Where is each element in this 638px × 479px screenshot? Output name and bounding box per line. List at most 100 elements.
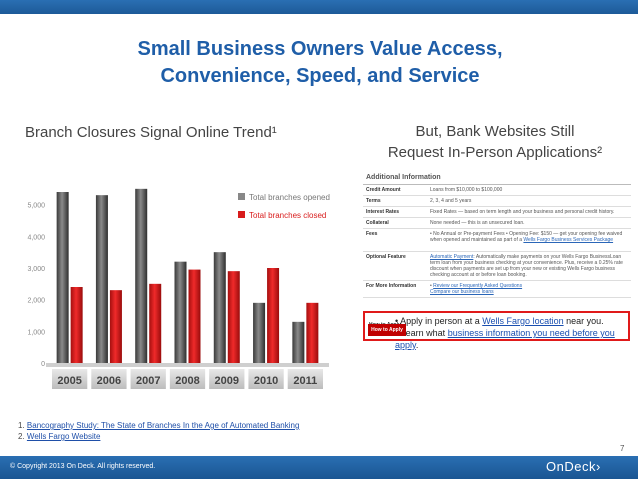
- apply-line-1: • Apply in person at a Wells Fargo locat…: [395, 315, 628, 327]
- copyright-text: © Copyright 2013 On Deck. All rights res…: [10, 463, 156, 470]
- apply-line-2-suffix: .: [415, 340, 419, 350]
- bancography-study-link[interactable]: Bancography Study: The State of Branches…: [26, 421, 300, 430]
- automatic-payment-link[interactable]: Automatic Payment: [430, 254, 474, 260]
- form-row-key: For More Information: [366, 283, 417, 289]
- bullet: •: [430, 283, 432, 289]
- how-to-apply-button[interactable]: How to Apply: [368, 324, 406, 336]
- bar-opened-2010: [253, 302, 266, 363]
- branch-closures-chart: 0 1,000 2,000 3,000 4,000 5,000 2005 2006 2007 2…: [27, 188, 330, 389]
- footnote-number: 1.: [18, 421, 25, 430]
- bar-opened-2011: [292, 321, 305, 363]
- footnote-1: 1. Bancography Study: The State of Branc…: [18, 420, 299, 431]
- bank-info-panel: Additional Information Credit Amount Loa…: [363, 170, 631, 340]
- form-row: Collateral None needed — this is an unse…: [363, 218, 631, 229]
- bar-opened-2008: [174, 261, 187, 363]
- bar-opened-2007: [135, 188, 148, 363]
- form-row: Credit Amount Loans from $10,000 to $100…: [363, 185, 631, 196]
- y-tick-label: 5,000: [27, 203, 45, 210]
- right-heading-line1: But, Bank Websites Still: [415, 123, 575, 140]
- form-row-key: Credit Amount: [366, 187, 401, 193]
- form-row-value: • No Annual or Pre-payment Fees • Openin…: [427, 229, 631, 251]
- x-axis-base: [46, 363, 329, 367]
- slide-title: Small Business Owners Value Access, Conv…: [40, 36, 600, 90]
- x-tick-label: 2005: [57, 375, 81, 387]
- apply-line-1-prefix: • Apply in person at a: [395, 316, 483, 326]
- form-row-key: Terms: [366, 198, 381, 204]
- y-tick-label: 3,000: [27, 266, 45, 273]
- x-tick-label: 2007: [136, 375, 160, 387]
- footer-bar: © Copyright 2013 On Deck. All rights res…: [0, 456, 638, 479]
- business-information-link[interactable]: business information you need before you…: [395, 328, 615, 350]
- x-tick-label: 2010: [254, 375, 278, 387]
- y-tick-label: 1,000: [27, 329, 45, 336]
- optional-feature-text: : Automatically make payments on your We…: [430, 254, 623, 278]
- form-row: Optional Feature Automatic Payment: Auto…: [363, 252, 631, 281]
- page-number: 7: [620, 444, 625, 453]
- bar-opened-2005: [56, 192, 69, 363]
- apply-instructions: • Apply in person at a Wells Fargo locat…: [395, 315, 628, 351]
- apply-line-2-prefix: • Learn what: [395, 328, 448, 338]
- x-tick-tile: [91, 369, 127, 389]
- business-services-package-link[interactable]: Wells Fargo Business Services Package: [523, 237, 614, 243]
- bar-opened-2006: [95, 195, 108, 363]
- form-row-value: 2, 3, 4 and 5 years: [430, 198, 472, 204]
- x-tick-label: 2006: [97, 375, 121, 387]
- bar-closed-2010: [267, 268, 280, 363]
- form-row-value: Loans from $10,000 to $100,000: [430, 187, 503, 193]
- bar-closed-2011: [306, 302, 319, 363]
- legend-label: Total branches opened: [249, 193, 330, 202]
- form-row-key: Interest Rates: [366, 209, 400, 215]
- form-heading: Additional Information: [363, 170, 631, 185]
- form-row: Terms 2, 3, 4 and 5 years: [363, 196, 631, 207]
- footnotes: 1. Bancography Study: The State of Branc…: [18, 420, 299, 442]
- form-row: Fees • No Annual or Pre-payment Fees • O…: [363, 229, 631, 252]
- wells-fargo-location-link[interactable]: Wells Fargo location: [482, 316, 564, 326]
- bar-closed-2007: [149, 283, 162, 363]
- top-banner-bar: [0, 0, 638, 14]
- y-tick-label: 0: [41, 361, 45, 368]
- wells-fargo-website-link[interactable]: Wells Fargo Website: [26, 432, 101, 441]
- x-tick-tile: [209, 369, 245, 389]
- y-tick-label: 4,000: [27, 234, 45, 241]
- right-heading: But, Bank Websites Still Request In-Pers…: [360, 121, 630, 163]
- legend-swatch: [238, 211, 245, 218]
- faq-link[interactable]: Review our Frequently Asked Questions: [433, 283, 523, 289]
- x-tick-tile: [248, 369, 284, 389]
- form-row-value: None needed — this is an unsecured loan.: [430, 220, 525, 226]
- x-tick-tile: [287, 369, 323, 389]
- x-tick-tile: [52, 369, 88, 389]
- logo-text: OnDeck: [546, 459, 596, 474]
- bar-opened-2009: [213, 252, 226, 363]
- form-row: Interest Rates Fixed Rates — based on te…: [363, 207, 631, 218]
- fees-text: • No Annual or Pre-payment Fees • Openin…: [430, 231, 623, 243]
- bar-closed-2008: [188, 269, 201, 363]
- x-tick-label: 2008: [175, 375, 199, 387]
- x-tick-label: 2009: [215, 375, 239, 387]
- footnote-number: 2.: [18, 432, 25, 441]
- form-row-key: Optional Feature: [366, 254, 406, 260]
- compare-loans-link[interactable]: Compare our business loans: [430, 289, 494, 295]
- slide-title-line1: Small Business Owners Value Access,: [137, 38, 503, 60]
- x-tick-tile: [169, 369, 206, 389]
- form-row-value: Fixed Rates — based on term length and y…: [430, 209, 615, 215]
- form-row: For More Information • Review our Freque…: [363, 281, 631, 298]
- slide-title-line2: Convenience, Speed, and Service: [160, 65, 480, 87]
- form-row-key: Fees: [366, 231, 378, 237]
- bar-closed-2005: [70, 287, 83, 363]
- apply-line-2: • Learn what business information you ne…: [395, 327, 628, 351]
- legend-swatch: [238, 193, 245, 200]
- apply-line-1-suffix: near you.: [563, 316, 604, 326]
- chevron-right-icon: ›: [595, 459, 601, 474]
- bar-closed-2009: [227, 271, 240, 363]
- form-row-key: Collateral: [366, 220, 389, 226]
- right-heading-line2: Request In-Person Applications²: [387, 144, 603, 161]
- left-heading: Branch Closures Signal Online Trend¹: [25, 124, 277, 141]
- legend-label: Total branches closed: [249, 211, 326, 220]
- form-row-value: • Review our Frequently Asked Questions …: [427, 281, 631, 297]
- x-tick-label: 2011: [293, 375, 317, 387]
- footnote-2: 2. Wells Fargo Website: [18, 431, 299, 442]
- x-tick-tile: [130, 369, 166, 389]
- ondeck-logo: OnDeck›: [546, 459, 601, 474]
- y-tick-label: 2,000: [27, 298, 45, 305]
- form-row-value: Automatic Payment: Automatically make pa…: [427, 252, 631, 280]
